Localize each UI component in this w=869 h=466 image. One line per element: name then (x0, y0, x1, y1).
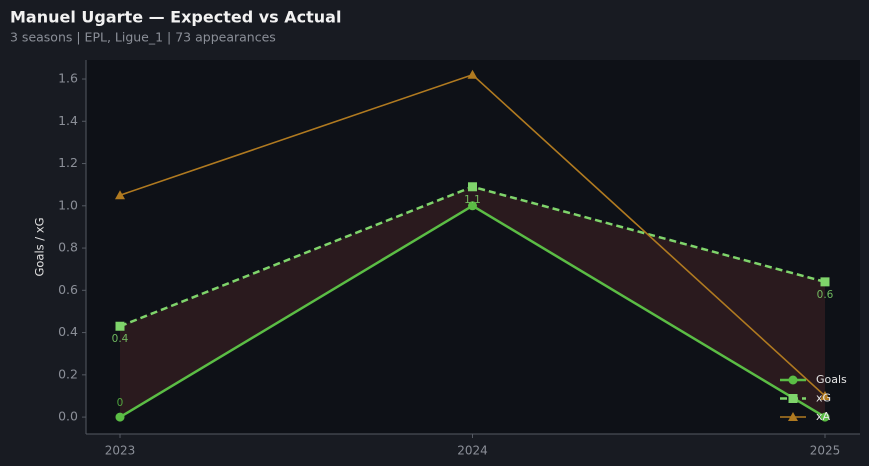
y-tick-label: 0.8 (58, 240, 78, 255)
chart-subtitle: 3 seasons | EPL, Ligue_1 | 73 appearance… (10, 30, 276, 45)
marker (468, 201, 477, 211)
marker (115, 321, 125, 331)
marker (467, 69, 478, 79)
y-tick-label: 0.0 (58, 409, 78, 424)
legend-label: Goals (816, 373, 847, 386)
marker (468, 182, 477, 192)
legend-label: xA (816, 410, 831, 423)
marker (820, 390, 830, 400)
y-tick-label: 1.6 (58, 71, 78, 86)
legend-label: xG (816, 392, 831, 405)
shaded-area (120, 186, 825, 418)
x-tick-label: 2024 (457, 444, 488, 458)
marker (788, 375, 798, 385)
marker (788, 412, 798, 421)
y-tick-label: 0.4 (58, 324, 78, 339)
plot-area (86, 60, 860, 434)
y-axis-label: Goals / xG (33, 217, 47, 276)
y-tick-label: 1.4 (58, 113, 78, 128)
y-tick-label: 1.2 (58, 155, 78, 170)
value-label: 0 (117, 397, 124, 409)
marker (820, 277, 830, 287)
x-tick-label: 2023 (105, 444, 136, 458)
marker (820, 412, 830, 422)
marker (788, 394, 798, 403)
marker (115, 412, 125, 422)
y-tick-label: 0.2 (58, 366, 78, 381)
y-tick-label: 1.0 (58, 197, 78, 212)
y-tick-label: 0.6 (58, 282, 78, 297)
value-label: 0.4 (112, 333, 129, 345)
chart-title: Manuel Ugarte — Expected vs Actual (10, 8, 341, 27)
value-label: 0.6 (817, 289, 834, 301)
marker (115, 190, 125, 200)
x-tick-label: 2025 (810, 444, 841, 458)
value-label: 1.1 (464, 194, 481, 206)
